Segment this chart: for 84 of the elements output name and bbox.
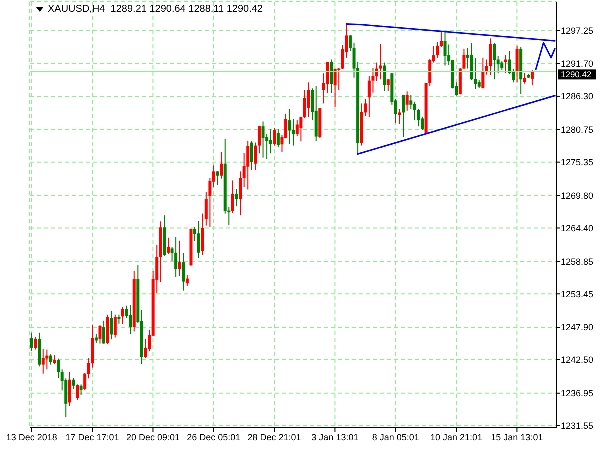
candlestick	[72, 378, 76, 390]
candlestick	[49, 354, 52, 366]
candlestick	[98, 324, 102, 344]
y-tick-label: 1269.80	[561, 190, 594, 201]
x-tick-label: 17 Dec 17:01	[66, 432, 120, 442]
y-tick-label: 1236.95	[561, 388, 594, 399]
candlestick	[288, 108, 292, 144]
candlestick	[246, 140, 250, 190]
candlestick	[42, 348, 45, 374]
y-tick-label: 1264.40	[561, 223, 594, 234]
y-tick-label: 1297.25	[561, 26, 594, 36]
y-tick-label: 1242.50	[561, 355, 594, 366]
y-tick-label: 1253.45	[561, 289, 594, 300]
y-tick-label: 1286.30	[561, 92, 594, 102]
candlestick	[144, 338, 148, 359]
candlestick	[114, 314, 117, 338]
candlestick	[530, 70, 534, 86]
y-tick-label: 1280.75	[561, 125, 594, 136]
candlestick	[444, 30, 447, 66]
candlestick	[216, 170, 220, 186]
candlestick	[197, 220, 200, 259]
candlestick	[258, 125, 261, 154]
x-tick-label: 28 Dec 21:01	[248, 432, 302, 442]
candlestick	[186, 274, 189, 286]
candlestick	[386, 78, 390, 92]
x-tick-label: 8 Jan 05:01	[372, 432, 420, 442]
candlestick	[402, 94, 406, 138]
candlestick	[276, 129, 280, 148]
candlestick	[303, 90, 306, 119]
candlestick	[300, 116, 303, 142]
candlestick	[254, 142, 258, 171]
y-tick-label: 1275.35	[561, 158, 594, 168]
candlestick	[231, 180, 234, 214]
candlestick	[383, 62, 386, 92]
candlestick	[68, 372, 72, 407]
candlestick	[482, 57, 485, 90]
candlestick	[235, 188, 238, 208]
candlestick	[269, 129, 272, 154]
candlestick	[110, 310, 114, 340]
candlestick	[182, 253, 186, 292]
candlestick	[406, 91, 409, 112]
candlestick	[489, 38, 492, 76]
candlestick	[102, 320, 106, 344]
candlestick	[262, 121, 265, 158]
y-tick-label: 1247.90	[561, 322, 594, 333]
x-tick-label: 10 Jan 21:01	[430, 432, 483, 442]
y-tick-label: 1258.85	[561, 256, 594, 267]
candlestick	[220, 152, 224, 180]
y-tick-label: 1291.70	[561, 59, 594, 70]
x-tick-label: 13 Dec 2018	[6, 432, 58, 442]
candlestick	[46, 349, 49, 370]
candlestick	[410, 94, 413, 110]
x-tick-label: 3 Jan 13:01	[312, 432, 359, 442]
candlestick	[523, 72, 526, 84]
candlestick	[129, 304, 132, 335]
candlestick	[30, 332, 34, 352]
candlestick	[273, 128, 276, 146]
candlestick	[330, 59, 334, 94]
candlestick	[57, 358, 60, 379]
candlestick	[379, 44, 382, 80]
candlestick	[166, 237, 170, 255]
chart-title: XAUUSD,H4 1289.21 1290.64 1288.11 1290.42	[48, 4, 263, 15]
candlestick	[174, 236, 178, 278]
candlestick	[307, 82, 310, 118]
candlestick	[178, 240, 182, 277]
candlestick	[34, 336, 38, 350]
candlestick	[516, 45, 519, 84]
candlestick	[80, 384, 83, 396]
ref-line-label: 1290.42	[561, 70, 592, 80]
candlestick	[493, 43, 496, 80]
candlestick	[121, 306, 124, 326]
x-tick-label: 26 Dec 05:01	[187, 432, 241, 442]
y-tick-label: 1231.55	[561, 421, 594, 432]
candlestick	[250, 140, 254, 171]
x-tick-label: 20 Dec 09:01	[126, 432, 180, 442]
candlestick	[94, 334, 98, 344]
candlestick	[53, 354, 56, 365]
candlestick	[348, 34, 352, 52]
candlestick	[201, 213, 204, 256]
x-tick-label: 15 Jan 13:01	[491, 432, 544, 442]
candlestick	[76, 384, 79, 401]
candlestick	[398, 108, 402, 125]
candlestick	[239, 171, 242, 216]
candlestick	[334, 68, 337, 108]
